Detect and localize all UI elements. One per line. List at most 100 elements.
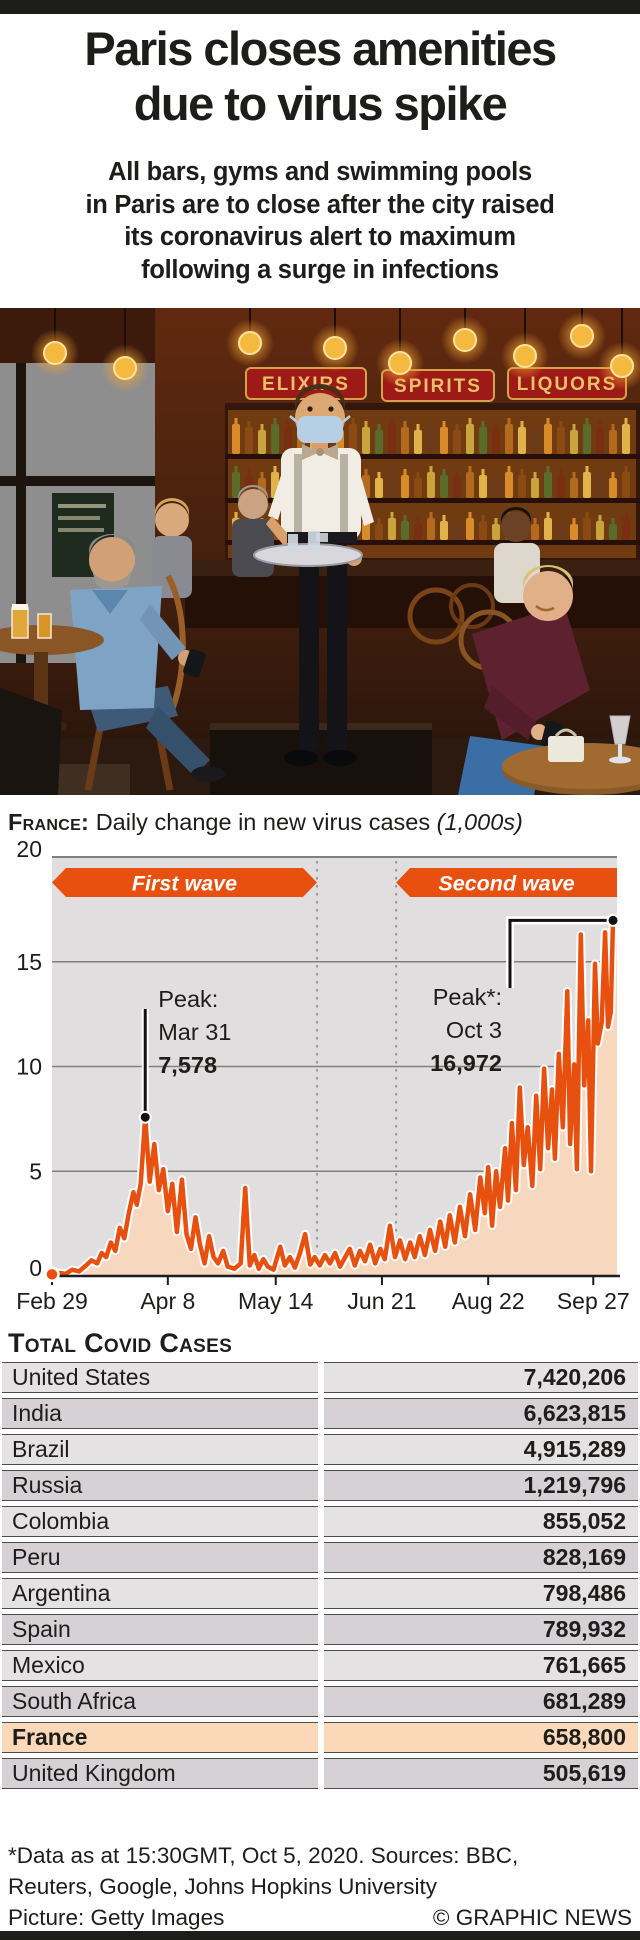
y-tick-label: 15 <box>16 949 42 975</box>
bottle-neck <box>520 421 524 428</box>
bottle <box>583 518 591 540</box>
bottle-neck <box>442 469 446 476</box>
bottle-neck <box>546 512 550 519</box>
bottle-neck <box>624 466 628 473</box>
bottle <box>414 478 422 498</box>
bottle-neck <box>611 424 615 431</box>
footer: *Data as at 15:30GMT, Oct 5, 2020. Sourc… <box>8 1840 632 1933</box>
table-row: India 6,623,815 <box>2 1398 638 1429</box>
value-cell: 1,219,796 <box>324 1470 638 1501</box>
country-cell: United Kingdom <box>2 1758 318 1789</box>
value-cell: 828,169 <box>324 1542 638 1573</box>
bottle-neck <box>598 515 602 522</box>
bottle <box>609 430 617 454</box>
cafe-photo-art: ELIXIRS SPIRITS LIQUORS <box>0 308 640 795</box>
bottle <box>375 430 383 454</box>
wave-banner <box>396 868 617 897</box>
country-cell: Argentina <box>2 1578 318 1609</box>
bottle <box>596 475 604 498</box>
chart-title-main: Daily change in new virus cases <box>89 809 437 835</box>
glass-on-tray <box>308 531 320 553</box>
bottle <box>388 424 396 454</box>
bottle-neck <box>585 418 589 425</box>
bottle <box>388 472 396 498</box>
bottle <box>505 472 513 498</box>
bottle <box>414 430 422 454</box>
light-bulb <box>323 336 347 360</box>
footer-source-line-2: Reuters, Google, Johns Hopkins Universit… <box>8 1874 437 1899</box>
bottle-neck <box>468 466 472 473</box>
bottle-neck <box>286 421 290 428</box>
bottle-neck <box>260 472 264 479</box>
value-cell: 681,289 <box>324 1686 638 1717</box>
bottle-neck <box>559 469 563 476</box>
bottle <box>505 424 513 454</box>
table-row: Colombia 855,052 <box>2 1506 638 1537</box>
y-tick-label: 20 <box>16 836 42 862</box>
shelf-board <box>225 540 640 545</box>
box-handle <box>554 728 578 738</box>
bottle <box>427 472 435 498</box>
wine-glass-bowl <box>609 715 631 745</box>
bottle-neck <box>533 518 537 525</box>
peak-annotation-text: Peak: <box>158 986 218 1012</box>
table-row: France 658,800 <box>2 1722 638 1753</box>
bottle-neck <box>416 472 420 479</box>
x-tick-label: Sep 27 <box>557 1288 630 1314</box>
menu-line <box>58 516 100 520</box>
light-bulb <box>388 351 412 375</box>
bottle-neck <box>455 472 459 479</box>
covid-table: United States 7,420,206 India 6,623,815 Braz… <box>2 1362 638 1794</box>
bottle <box>427 518 435 540</box>
bottle <box>401 475 409 498</box>
bottle-neck <box>611 472 615 479</box>
bottle <box>479 521 487 540</box>
bottle <box>414 524 422 540</box>
footer-copyright: © GRAPHIC NEWS <box>432 1905 632 1930</box>
bottle <box>544 472 552 498</box>
bottle-neck <box>585 512 589 519</box>
bottle-neck <box>273 466 277 473</box>
chart-svg: 20 15 10 5 0 First wave Second wave Feb 29 Apr 8… <box>16 836 630 1314</box>
bottle <box>557 521 565 540</box>
bottle <box>427 424 435 454</box>
bottle-neck <box>559 421 563 428</box>
head <box>523 571 573 621</box>
peak-dot <box>138 1110 152 1124</box>
window-frame-horizontal <box>0 476 155 486</box>
beer-glass <box>11 607 29 639</box>
light-bulb <box>513 344 537 368</box>
glass-on-tray <box>288 534 298 553</box>
light-bulb <box>43 341 67 365</box>
mask-strap <box>289 415 298 423</box>
bottle-neck <box>624 418 628 425</box>
suspender-strap <box>340 454 348 536</box>
bottle <box>583 424 591 454</box>
subtitle-line-2: in Paris are to close after the city rai… <box>85 190 555 219</box>
table-row: United Kingdom 505,619 <box>2 1758 638 1789</box>
country-cell: United States <box>2 1362 318 1393</box>
belt-buckle <box>316 533 328 542</box>
shelf-board <box>225 498 640 503</box>
country-cell: South Africa <box>2 1686 318 1717</box>
x-tick-label: Aug 22 <box>452 1288 525 1314</box>
footer-picture-credit: Picture: Getty Images <box>8 1905 225 1930</box>
bottle <box>622 518 630 540</box>
value-cell: 658,800 <box>324 1722 638 1753</box>
title-line-1: Paris closes amenities <box>84 22 557 75</box>
bentwood-chair <box>407 587 465 645</box>
country-cell: Spain <box>2 1614 318 1645</box>
table-row: Peru 828,169 <box>2 1542 638 1573</box>
bottle-neck <box>247 515 251 522</box>
value-cell: 4,915,289 <box>324 1434 638 1465</box>
mask-strap <box>342 415 351 423</box>
bow-tie <box>302 444 320 460</box>
waiter-hair <box>295 384 345 414</box>
x-tick-label: May 14 <box>238 1288 314 1314</box>
wine-glass-stem <box>618 744 622 758</box>
bottle <box>518 475 526 498</box>
bottle-neck <box>390 466 394 473</box>
seated-man-denim <box>70 534 225 791</box>
country-cell: Russia <box>2 1470 318 1501</box>
bottle-neck <box>234 512 238 519</box>
